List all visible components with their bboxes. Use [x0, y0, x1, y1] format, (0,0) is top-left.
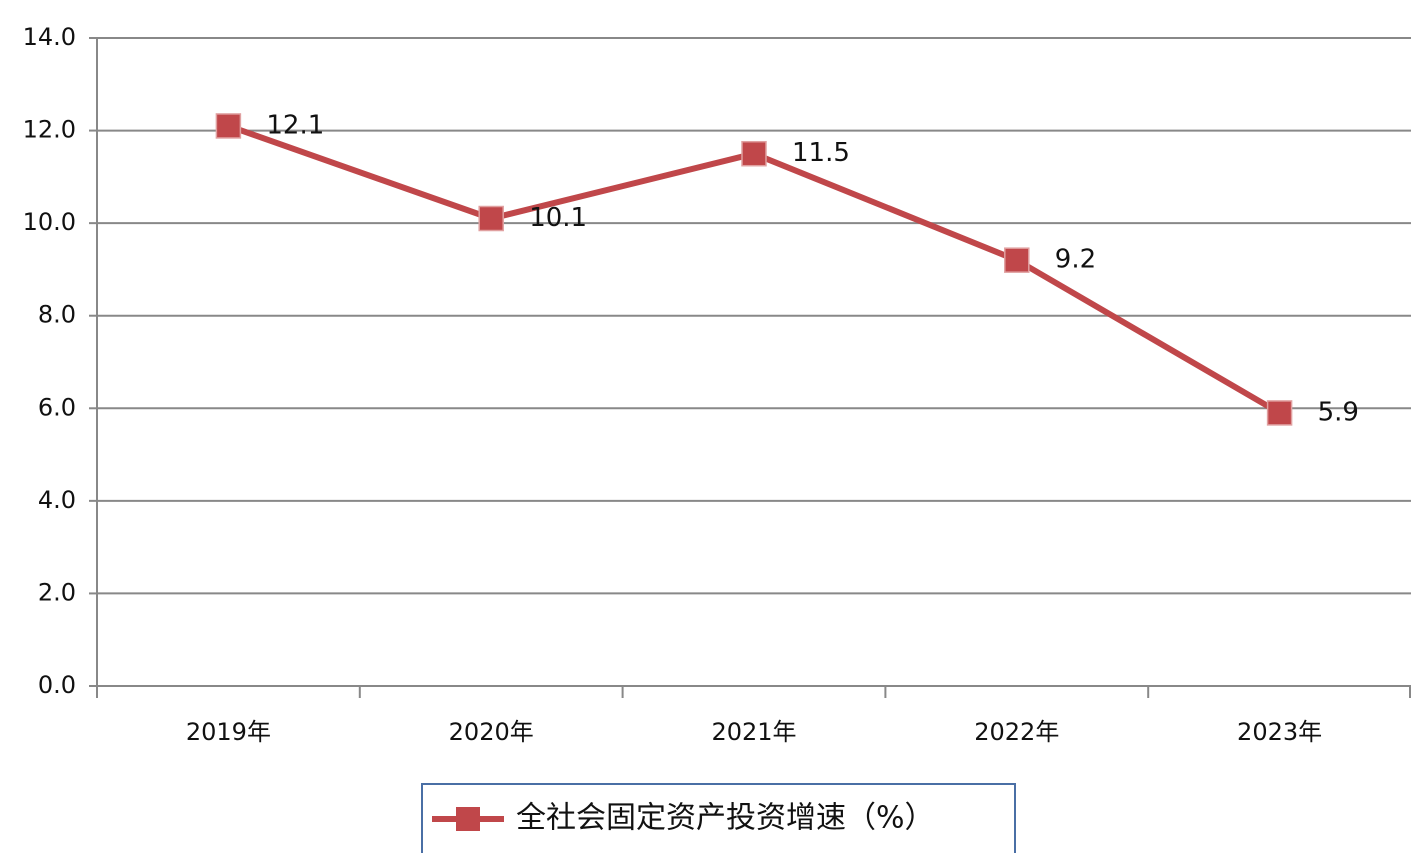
data-label: 12.1: [266, 110, 324, 140]
y-tick-label: 12.0: [23, 116, 76, 144]
y-tick-label: 4.0: [38, 486, 76, 514]
x-tick-label: 2019年: [186, 718, 271, 746]
marker: [478, 205, 504, 232]
data-label: 9.2: [1055, 245, 1096, 275]
data-label: 11.5: [792, 138, 850, 168]
y-tick-label: 10.0: [23, 208, 76, 236]
marker: [215, 113, 242, 139]
y-tick-label: 8.0: [38, 301, 76, 329]
y-tick-label: 6.0: [38, 393, 76, 421]
series-line: [227, 123, 1282, 416]
y-tick-label: 0.0: [38, 671, 76, 699]
marker: [741, 140, 767, 167]
data-label: 5.9: [1318, 397, 1359, 427]
x-tick-label: 2022年: [974, 718, 1059, 746]
x-tick-label: 2023年: [1237, 718, 1322, 746]
legend-label: 全社会固定资产投资增速（%）: [516, 801, 935, 836]
y-tick-label: 2.0: [38, 578, 76, 606]
x-tick-label: 2021年: [711, 718, 796, 746]
legend-box: [421, 783, 1016, 853]
marker: [1004, 247, 1030, 273]
y-tick-label: 14.0: [23, 23, 76, 51]
x-tick-label: 2020年: [449, 718, 534, 746]
marker: [1266, 400, 1293, 426]
data-label: 10.1: [529, 203, 587, 233]
legend-marker: [456, 807, 480, 831]
